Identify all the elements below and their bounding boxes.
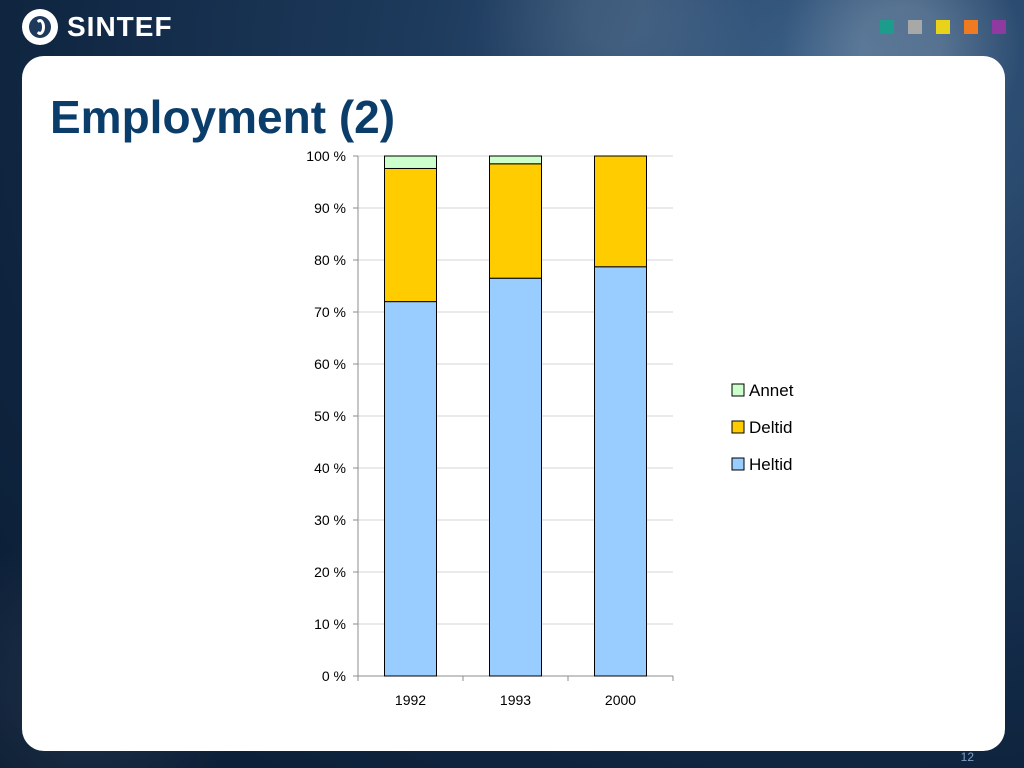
stacked-bar-chart: 0 % 10 % 20 % 30 % 40 % 50 % 60 % 70 % 80 % 90 % 1… xyxy=(306,148,794,708)
legend-label-heltid: Heltid xyxy=(749,455,792,474)
x-tick-label: 1992 xyxy=(395,692,426,708)
teal-square xyxy=(880,20,894,34)
slide-title: Employment (2) xyxy=(50,91,396,143)
y-tick-label: 100 % xyxy=(306,148,346,164)
legend-swatch-deltid xyxy=(731,420,745,434)
y-tick-label: 90 % xyxy=(314,200,346,216)
brand-name: SINTEF xyxy=(67,11,173,42)
sintef-logo-icon xyxy=(22,9,58,45)
y-tick-label: 70 % xyxy=(314,304,346,320)
slide-panel: Employment (2) 0 % 10 % 20 % 30 % 40 % 50 % 60… xyxy=(22,56,1005,751)
page-number: 12 xyxy=(960,750,974,764)
bar-heltid-1993 xyxy=(489,277,542,677)
header-bar: SINTEF xyxy=(0,0,1024,56)
gray-square xyxy=(908,20,922,34)
bar-annet-1992 xyxy=(384,155,437,169)
legend-swatch-heltid xyxy=(731,457,745,471)
x-tick-label: 2000 xyxy=(605,692,636,708)
y-tick-label: 50 % xyxy=(314,408,346,424)
sintef-logo: SINTEF xyxy=(22,9,173,45)
y-tick-label: 20 % xyxy=(314,564,346,580)
bar-deltid-1993 xyxy=(489,163,542,279)
x-tick-label: 1993 xyxy=(500,692,531,708)
y-tick-label: 30 % xyxy=(314,512,346,528)
legend-swatch-annet xyxy=(731,383,745,397)
bar-heltid-1992 xyxy=(384,301,437,677)
yellow-square xyxy=(936,20,950,34)
color-squares xyxy=(880,20,1006,34)
purple-square xyxy=(992,20,1006,34)
bar-annet-1993 xyxy=(489,155,542,165)
bar-deltid-1992 xyxy=(384,167,437,303)
bar-heltid-2000 xyxy=(594,266,647,677)
legend-label-annet: Annet xyxy=(749,381,794,400)
legend-label-deltid: Deltid xyxy=(749,418,792,437)
y-tick-label: 10 % xyxy=(314,616,346,632)
y-tick-label: 40 % xyxy=(314,460,346,476)
orange-square xyxy=(964,20,978,34)
y-tick-label: 0 % xyxy=(322,668,346,684)
y-tick-label: 60 % xyxy=(314,356,346,372)
bar-deltid-2000 xyxy=(594,155,647,268)
y-tick-label: 80 % xyxy=(314,252,346,268)
